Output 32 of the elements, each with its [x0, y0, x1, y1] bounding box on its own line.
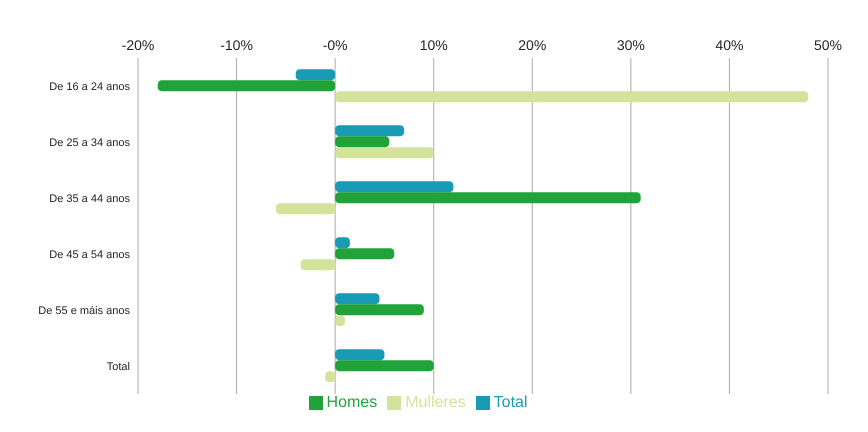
bar — [335, 91, 808, 102]
x-tick-label: 10% — [420, 37, 448, 53]
y-tick-label: De 55 e máis anos — [38, 304, 130, 317]
bar — [158, 80, 336, 92]
y-tick-label: Total — [106, 360, 130, 373]
bar — [276, 203, 336, 214]
y-tick-label: De 45 a 54 anos — [49, 248, 130, 261]
bar — [335, 192, 641, 204]
bar — [335, 147, 434, 158]
y-tick-label: De 16 a 24 anos — [49, 80, 130, 93]
bar — [335, 360, 434, 372]
bar — [300, 259, 336, 270]
legend-label: Homes — [326, 394, 378, 411]
bar — [335, 125, 404, 136]
x-tick-label: 30% — [616, 37, 645, 53]
y-tick-label: De 25 a 34 anos — [49, 136, 130, 149]
legend-label: Mulleres — [405, 394, 466, 411]
x-tick-label: 50% — [814, 37, 842, 53]
bar — [335, 349, 384, 360]
y-tick-label: De 35 a 44 anos — [49, 192, 130, 205]
legend-label: Total — [494, 394, 528, 411]
x-tick-label: 20% — [518, 37, 546, 53]
bar — [335, 136, 390, 148]
bar — [335, 181, 454, 192]
bar — [335, 304, 424, 316]
x-tick-label: -20% — [122, 37, 154, 53]
bar — [296, 69, 336, 80]
bar — [335, 248, 394, 260]
x-tick-label: 40% — [715, 37, 744, 53]
x-tick-label: -10% — [220, 37, 253, 53]
bar — [335, 293, 380, 304]
x-tick-label: -0% — [322, 37, 348, 53]
